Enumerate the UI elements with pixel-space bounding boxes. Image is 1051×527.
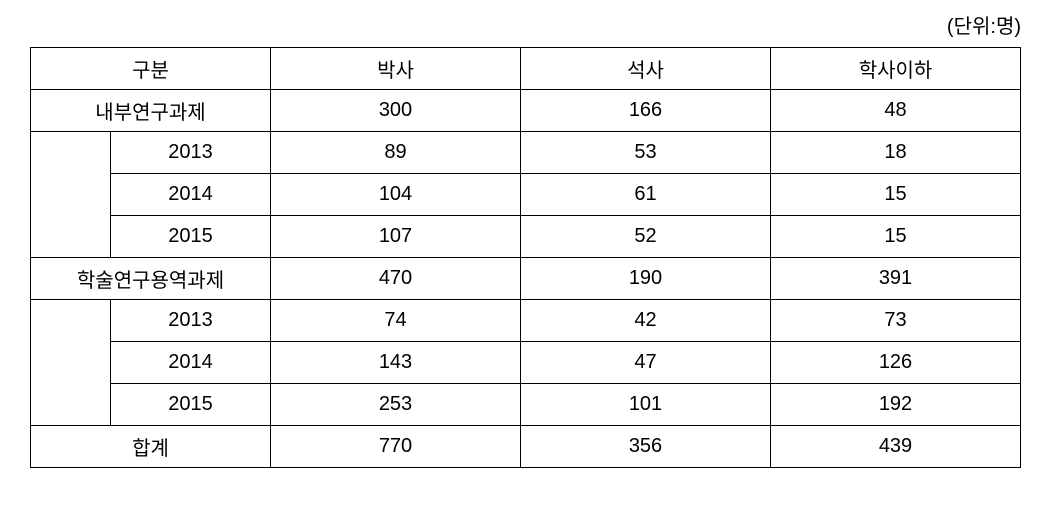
year-cell: 2015 xyxy=(111,384,271,426)
cell: 391 xyxy=(771,258,1021,300)
data-table: 구분 박사 석사 학사이하 내부연구과제 300 166 48 2013 89 … xyxy=(30,47,1021,468)
section2-spacer xyxy=(31,300,111,426)
cell: 52 xyxy=(521,216,771,258)
cell: 107 xyxy=(271,216,521,258)
cell: 18 xyxy=(771,132,1021,174)
cell: 770 xyxy=(271,426,521,468)
footer-row: 합계 770 356 439 xyxy=(31,426,1021,468)
unit-label: (단위:명) xyxy=(30,10,1021,39)
cell: 356 xyxy=(521,426,771,468)
cell: 61 xyxy=(521,174,771,216)
cell: 253 xyxy=(271,384,521,426)
section1-year-row: 2015 107 52 15 xyxy=(31,216,1021,258)
section2-year-row: 2015 253 101 192 xyxy=(31,384,1021,426)
footer-label: 합계 xyxy=(31,426,271,468)
section1-total-row: 내부연구과제 300 166 48 xyxy=(31,90,1021,132)
section1-label: 내부연구과제 xyxy=(31,90,271,132)
cell: 104 xyxy=(271,174,521,216)
cell: 190 xyxy=(521,258,771,300)
section2-year-row: 2014 143 47 126 xyxy=(31,342,1021,384)
header-col2: 석사 xyxy=(521,48,771,90)
cell: 89 xyxy=(271,132,521,174)
section1-spacer xyxy=(31,132,111,258)
cell: 15 xyxy=(771,216,1021,258)
header-col3: 학사이하 xyxy=(771,48,1021,90)
year-cell: 2014 xyxy=(111,174,271,216)
cell: 166 xyxy=(521,90,771,132)
header-category: 구분 xyxy=(31,48,271,90)
cell: 74 xyxy=(271,300,521,342)
cell: 15 xyxy=(771,174,1021,216)
cell: 48 xyxy=(771,90,1021,132)
section1-year-row: 2014 104 61 15 xyxy=(31,174,1021,216)
cell: 42 xyxy=(521,300,771,342)
header-col1: 박사 xyxy=(271,48,521,90)
cell: 47 xyxy=(521,342,771,384)
cell: 300 xyxy=(271,90,521,132)
section2-label: 학술연구용역과제 xyxy=(31,258,271,300)
cell: 143 xyxy=(271,342,521,384)
year-cell: 2013 xyxy=(111,132,271,174)
section1-year-row: 2013 89 53 18 xyxy=(31,132,1021,174)
cell: 53 xyxy=(521,132,771,174)
year-cell: 2013 xyxy=(111,300,271,342)
section2-year-row: 2013 74 42 73 xyxy=(31,300,1021,342)
section2-total-row: 학술연구용역과제 470 190 391 xyxy=(31,258,1021,300)
cell: 101 xyxy=(521,384,771,426)
cell: 126 xyxy=(771,342,1021,384)
year-cell: 2015 xyxy=(111,216,271,258)
cell: 73 xyxy=(771,300,1021,342)
header-row: 구분 박사 석사 학사이하 xyxy=(31,48,1021,90)
year-cell: 2014 xyxy=(111,342,271,384)
cell: 439 xyxy=(771,426,1021,468)
cell: 470 xyxy=(271,258,521,300)
cell: 192 xyxy=(771,384,1021,426)
